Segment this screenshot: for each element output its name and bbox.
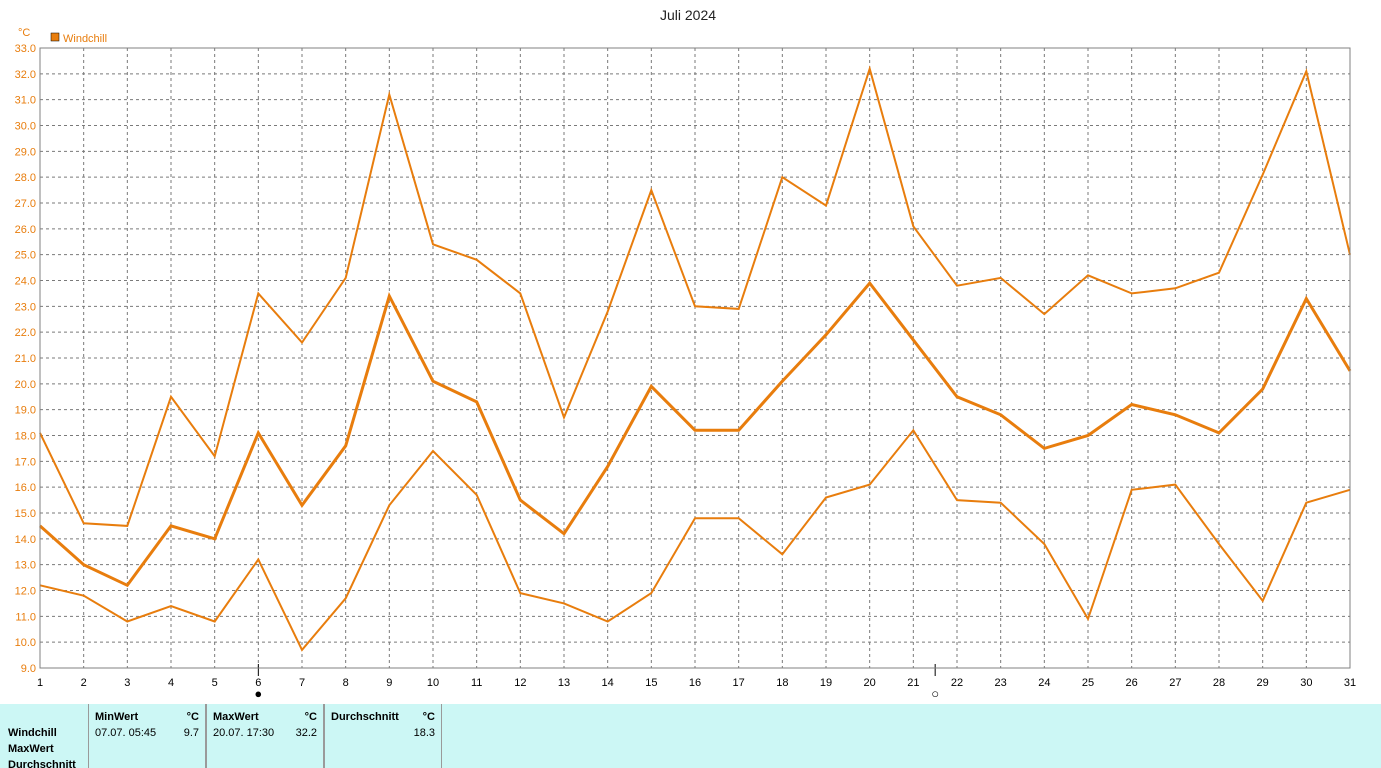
y-tick-label: 20.0 xyxy=(15,379,36,391)
y-tick-label: 22.0 xyxy=(15,327,36,339)
stat-column-min: MinWert °C 07.07. 05:45 9.7 xyxy=(88,704,206,768)
chart-title: Juli 2024 xyxy=(660,7,716,23)
y-tick-label: 32.0 xyxy=(15,69,36,81)
y-tick-label: 30.0 xyxy=(15,121,36,133)
x-tick-label: 15 xyxy=(645,677,657,689)
x-tick-label: 18 xyxy=(776,677,788,689)
series-line-min xyxy=(39,428,1351,652)
x-tick-label: 9 xyxy=(386,677,392,689)
row-label-maxwert: MaxWert xyxy=(8,743,54,755)
x-tick-label: 22 xyxy=(951,677,963,689)
stat-unit-avg: °C xyxy=(422,711,435,723)
x-tick-label: 17 xyxy=(733,677,745,689)
x-tick-label: 12 xyxy=(514,677,526,689)
y-tick-label: 33.0 xyxy=(15,43,36,55)
x-tick-label: 14 xyxy=(602,677,614,689)
x-tick-label: 24 xyxy=(1038,677,1050,689)
y-tick-label: 25.0 xyxy=(15,250,36,262)
stat-header-min: MinWert xyxy=(95,711,139,723)
stat-header-max: MaxWert xyxy=(213,711,259,723)
full-moon-icon: ○ xyxy=(931,686,939,701)
x-tick-label: 8 xyxy=(343,677,349,689)
y-tick-label: 11.0 xyxy=(15,611,36,623)
stat-value-max: 32.2 xyxy=(295,727,317,739)
row-label-durchschnitt: Durchschnitt xyxy=(8,759,76,768)
plot-frame xyxy=(39,47,1351,669)
y-tick-label: 17.0 xyxy=(15,456,36,468)
y-tick-label: 14.0 xyxy=(15,534,36,546)
row-label-windchill: Windchill xyxy=(8,727,57,739)
moon-markers: ● ○ xyxy=(254,664,939,701)
x-tick-label: 31 xyxy=(1344,677,1356,689)
y-tick-label: 19.0 xyxy=(15,405,36,417)
y-axis-ticks: 9.0 10.0 11.0 12.0 13.0 14.0 15.0 16.0 17.0 18.0 1… xyxy=(15,43,36,675)
x-tick-label: 13 xyxy=(558,677,570,689)
x-tick-label: 27 xyxy=(1169,677,1181,689)
y-tick-label: 12.0 xyxy=(15,586,36,598)
x-tick-label: 7 xyxy=(299,677,305,689)
y-tick-label: 27.0 xyxy=(15,198,36,210)
series-line-max xyxy=(39,65,1351,527)
x-tick-label: 21 xyxy=(907,677,919,689)
series-group xyxy=(39,65,1352,652)
stat-value-avg: 18.3 xyxy=(413,727,435,739)
x-tick-label: 2 xyxy=(81,677,87,689)
y-axis-unit: °C xyxy=(18,27,30,39)
x-axis-ticks: 1 2 3 4 5 6 7 8 9 10 11 12 13 14 15 16 17 18 19 20 21 22 23 24 2… xyxy=(37,677,1356,689)
legend-label-windchill: Windchill xyxy=(63,33,107,45)
y-tick-label: 13.0 xyxy=(15,560,36,572)
stat-header-avg: Durchschnitt xyxy=(331,711,399,723)
y-tick-label: 24.0 xyxy=(15,276,36,288)
y-tick-label: 21.0 xyxy=(15,353,36,365)
y-tick-label: 18.0 xyxy=(15,431,36,443)
x-tick-label: 23 xyxy=(995,677,1007,689)
x-tick-label: 6 xyxy=(255,677,261,689)
x-tick-label: 1 xyxy=(37,677,43,689)
y-tick-label: 31.0 xyxy=(15,95,36,107)
x-tick-label: 19 xyxy=(820,677,832,689)
y-tick-label: 9.0 xyxy=(21,663,36,675)
y-tick-label: 15.0 xyxy=(15,508,36,520)
x-tick-label: 11 xyxy=(471,677,482,689)
grid xyxy=(40,48,1350,668)
stat-column-max: MaxWert °C 20.07. 17:30 32.2 xyxy=(206,704,324,768)
x-tick-label: 4 xyxy=(168,677,174,689)
stat-unit-min: °C xyxy=(186,711,199,723)
y-tick-label: 10.0 xyxy=(15,637,36,649)
x-tick-label: 3 xyxy=(124,677,130,689)
stat-value-min: 9.7 xyxy=(183,727,199,739)
x-tick-label: 25 xyxy=(1082,677,1094,689)
stat-datetime-max: 20.07. 17:30 xyxy=(213,727,275,739)
y-tick-label: 23.0 xyxy=(15,301,36,313)
legend-swatch xyxy=(50,32,60,42)
x-tick-label: 30 xyxy=(1300,677,1312,689)
stat-datetime-min: 07.07. 05:45 xyxy=(95,727,157,739)
x-tick-label: 20 xyxy=(864,677,876,689)
x-tick-label: 10 xyxy=(427,677,439,689)
series-line-mean xyxy=(39,280,1352,588)
x-tick-label: 5 xyxy=(212,677,218,689)
statistics-panel: Windchill MaxWert Durchschnitt MinWert °… xyxy=(0,704,1381,768)
stat-column-avg: Durchschnitt °C 18.3 xyxy=(324,704,442,768)
x-tick-label: 26 xyxy=(1126,677,1138,689)
y-tick-label: 26.0 xyxy=(15,224,36,236)
x-tick-label: 16 xyxy=(689,677,701,689)
stat-unit-max: °C xyxy=(304,711,317,723)
x-tick-label: 29 xyxy=(1257,677,1269,689)
y-tick-label: 29.0 xyxy=(15,146,36,158)
x-tick-label: 28 xyxy=(1213,677,1225,689)
y-tick-label: 28.0 xyxy=(15,172,36,184)
chart-area: Juli 2024 °C Windchill 9.010.011.012.013… xyxy=(15,7,1357,701)
y-tick-label: 16.0 xyxy=(15,482,36,494)
new-moon-icon: ● xyxy=(254,686,262,701)
